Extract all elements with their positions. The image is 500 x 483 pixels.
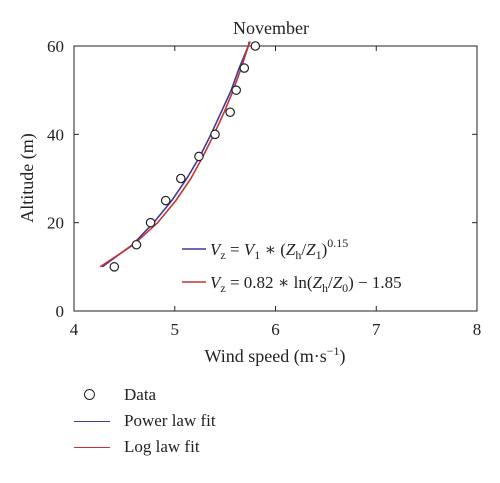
data-point xyxy=(131,239,142,250)
y-axis-label: Altitude (m) xyxy=(17,133,38,222)
legend-item-data: Data xyxy=(74,382,314,408)
chart-title: November xyxy=(233,18,309,38)
x-axis-label: Wind speed (m·s−1) xyxy=(204,344,345,367)
y-tick-label: 20 xyxy=(47,214,64,233)
data-point xyxy=(109,262,120,272)
data-point xyxy=(250,41,261,51)
data-point xyxy=(239,63,250,73)
legend-label: Power law fit xyxy=(124,411,216,430)
data-point xyxy=(231,85,242,95)
legend-item-power-law: Power law fit xyxy=(74,408,314,434)
y-tick-label: 40 xyxy=(47,125,64,144)
data-point xyxy=(175,173,186,184)
x-tick-label: 4 xyxy=(70,320,79,339)
y-tick-label: 0 xyxy=(56,302,65,321)
x-tick-label: 7 xyxy=(372,320,381,339)
data-point xyxy=(160,195,171,206)
x-axis: 4 5 6 7 8 xyxy=(70,46,482,339)
legend: Data Power law fit Log law fit xyxy=(74,382,314,460)
legend-item-log-law: Log law fit xyxy=(74,434,314,460)
line-swatch-icon xyxy=(74,437,114,457)
data-point xyxy=(145,217,156,228)
legend-label: Data xyxy=(124,385,157,404)
x-tick-label: 5 xyxy=(171,320,180,339)
y-axis: 0 20 40 60 xyxy=(47,37,477,321)
power-law-fit-line xyxy=(101,41,251,268)
series-layer xyxy=(99,41,261,272)
line-swatch-icon xyxy=(74,411,114,431)
data-point xyxy=(194,151,204,162)
circle-marker-icon xyxy=(74,385,114,405)
plot-area-frame xyxy=(73,45,478,312)
log-law-equation: Vz = 0.82 ∗ ln(Zh/Z0) − 1.85 xyxy=(210,273,402,295)
data-point xyxy=(225,107,235,118)
x-tick-label: 6 xyxy=(271,320,280,339)
legend-label: Log law fit xyxy=(124,437,200,456)
power-law-equation: Vz = V1 ∗ (Zh/Z1)0.15 xyxy=(210,236,348,262)
y-tick-label: 60 xyxy=(47,37,64,56)
x-tick-label: 8 xyxy=(473,320,482,339)
log-law-fit-line xyxy=(99,41,252,268)
data-point xyxy=(210,129,220,140)
